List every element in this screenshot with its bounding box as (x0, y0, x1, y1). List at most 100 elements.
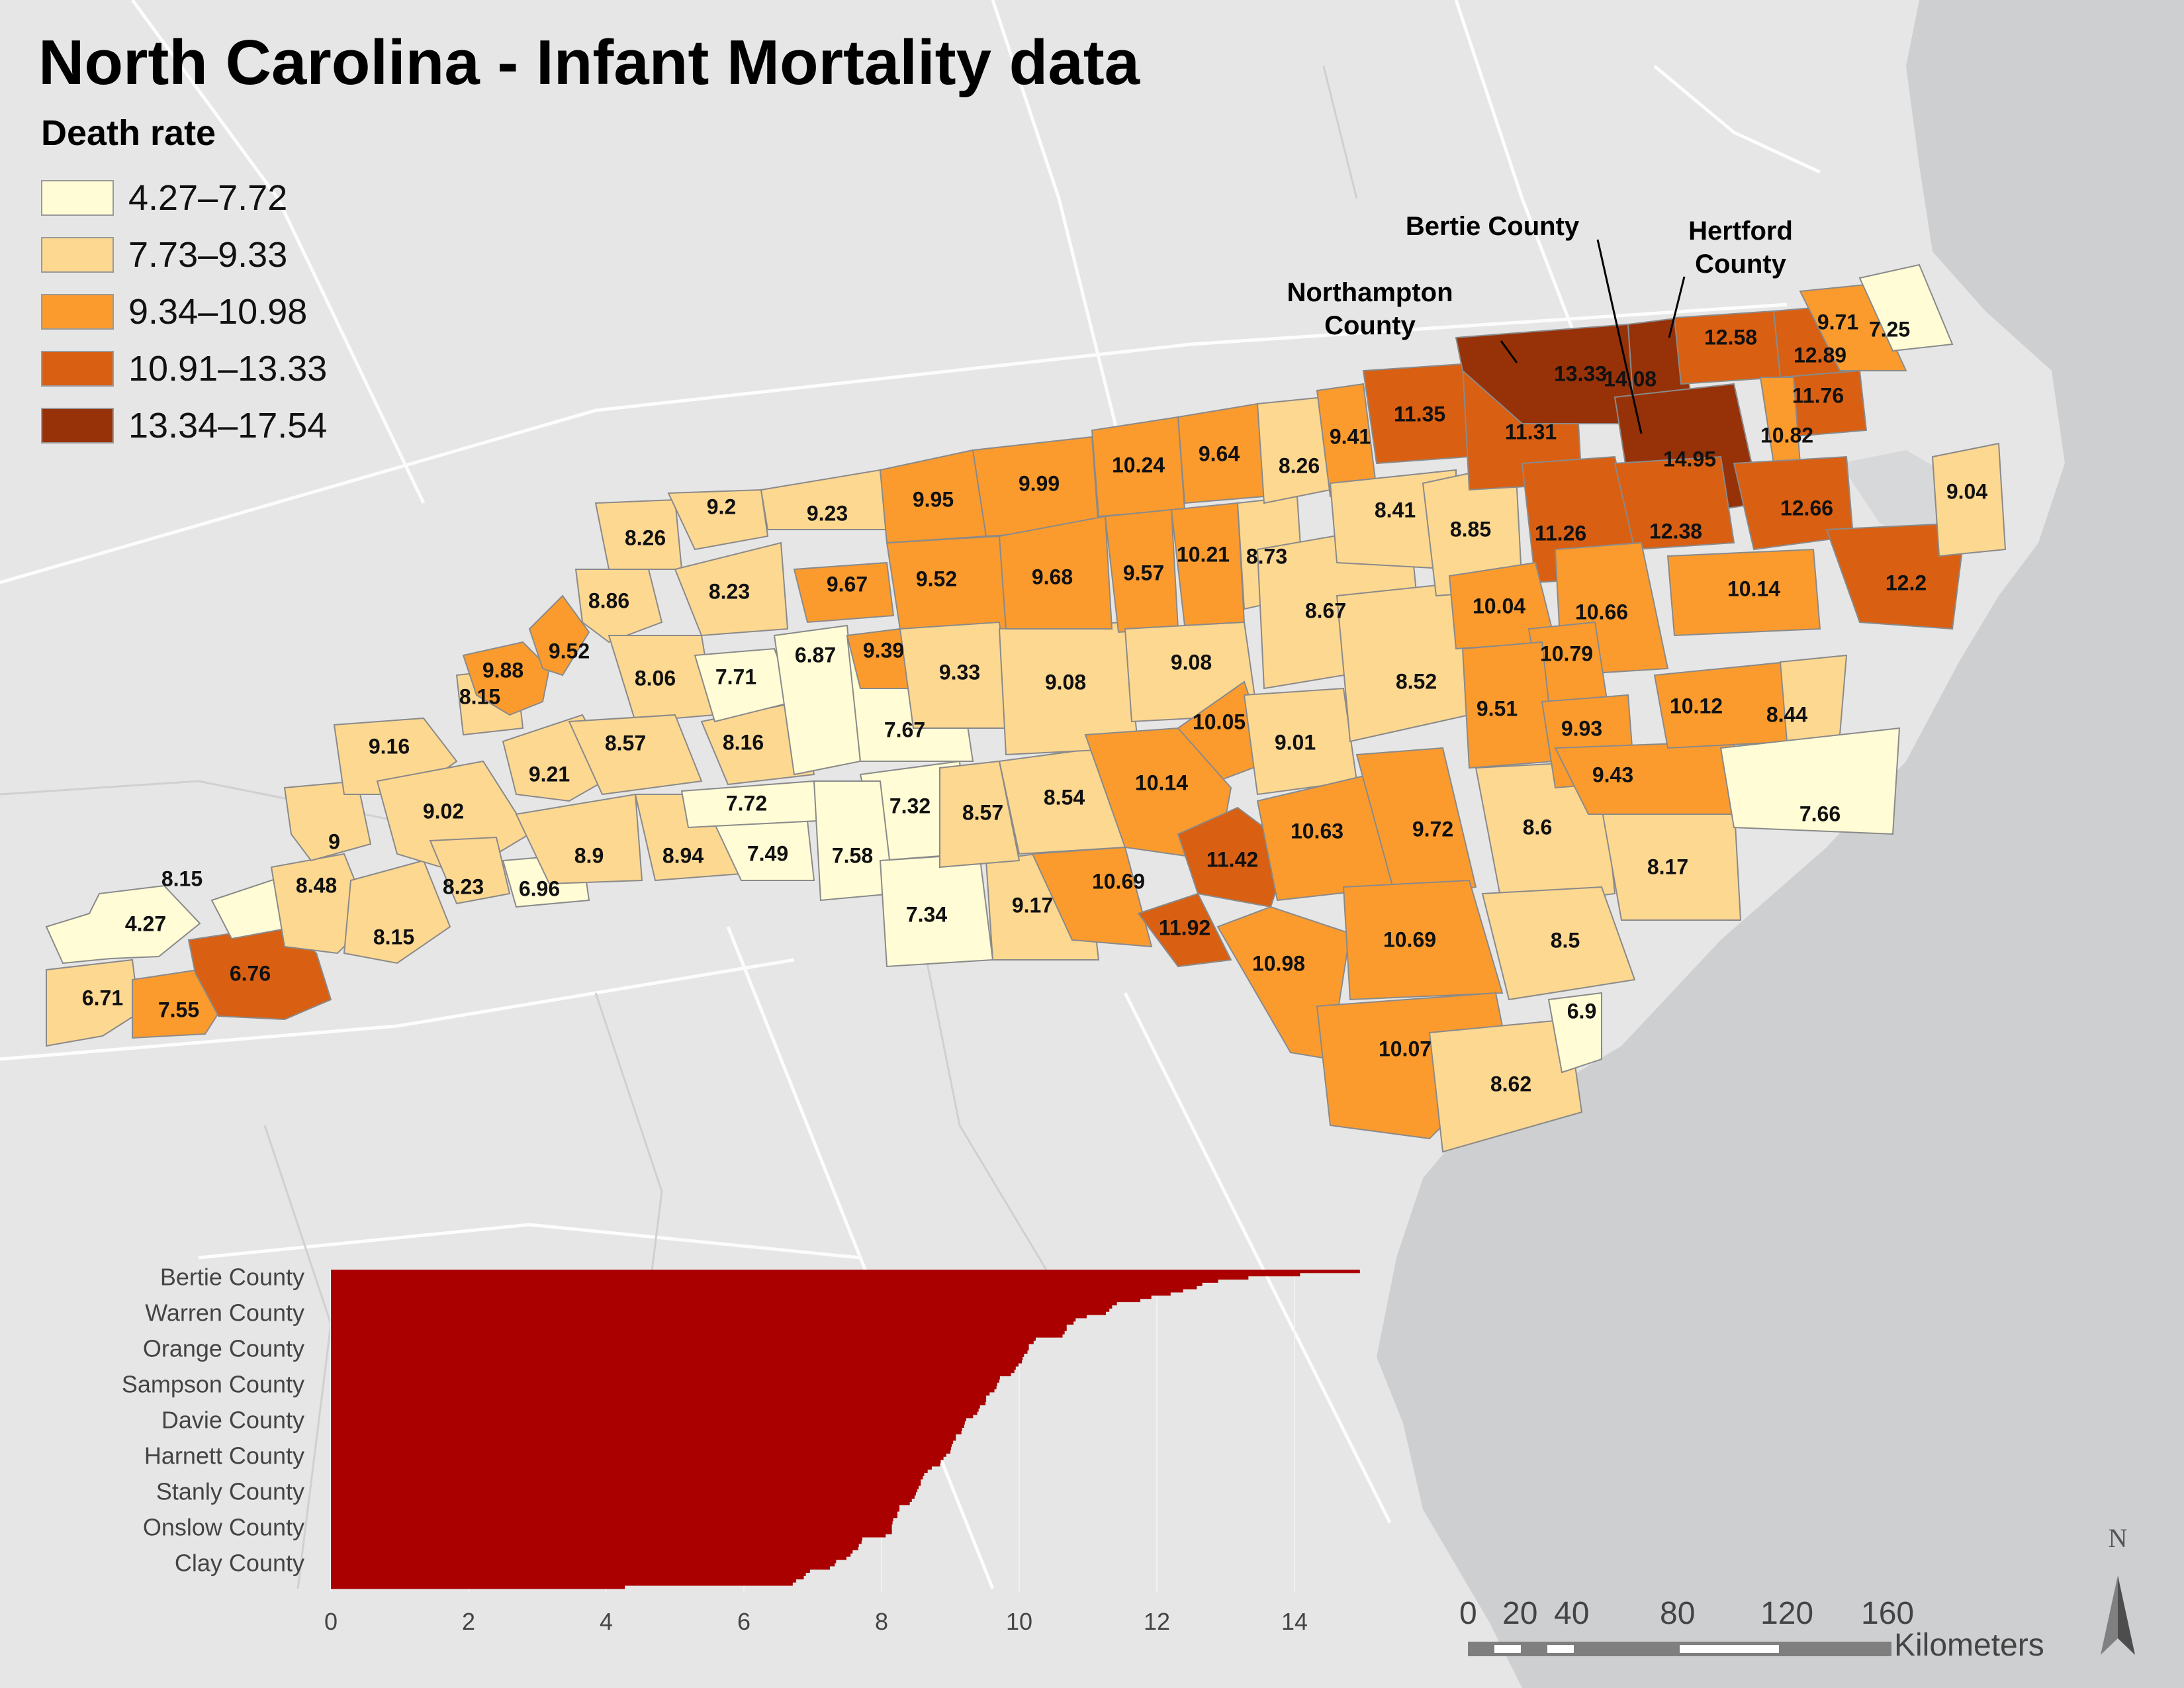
county-value-label: 9.08 (1045, 670, 1086, 694)
county-value-label: 9.52 (549, 639, 590, 663)
county-value-label: 11.31 (1505, 420, 1557, 444)
county-polygon (429, 836, 511, 905)
chart-category-label: Orange County (143, 1335, 304, 1362)
county-value-label: 8.73 (1246, 544, 1287, 568)
county-value-label: 9.51 (1477, 696, 1518, 720)
callout-labels: Bertie County Hertford County Northampton Co… (1287, 212, 1792, 340)
county-value-label: 9.43 (1592, 763, 1633, 786)
legend-item: 9.34–10.98 (41, 283, 327, 340)
county-value-label: 8.54 (1044, 785, 1085, 809)
county-value-label: 9.01 (1275, 730, 1316, 754)
scale-bar-unit: Kilometers (1894, 1628, 2044, 1663)
scale-tick-label: 0 (1459, 1596, 1477, 1631)
county-polygon (568, 714, 703, 796)
chart-bar (331, 1521, 893, 1525)
county-value-label: 12.38 (1649, 519, 1702, 543)
county-value-label: 7.25 (1869, 317, 1910, 341)
county-value-label: 9.67 (827, 572, 868, 596)
chart-bar (331, 1408, 979, 1412)
county-value-label: 11.76 (1792, 383, 1844, 407)
county-value-label: 7.67 (884, 718, 925, 741)
chart-x-tick-label: 14 (1281, 1608, 1308, 1635)
callout-label: Northampton (1287, 278, 1453, 307)
chart-bar (331, 1511, 897, 1515)
county-value-label: 6.87 (795, 643, 836, 667)
county-polygon (528, 594, 590, 677)
chart-bar (331, 1382, 997, 1386)
county-value-label: 10.04 (1473, 594, 1525, 618)
chart-bar (331, 1434, 956, 1438)
north-arrow-icon (2101, 1575, 2135, 1655)
chart-bar (331, 1389, 995, 1393)
chart-bar (331, 1515, 897, 1519)
chart-bar (331, 1395, 987, 1399)
chart-bar (331, 1353, 1024, 1357)
chart-bar (331, 1356, 1023, 1360)
chart-bar (331, 1456, 944, 1460)
county-polygon (1137, 892, 1232, 968)
county-polygon (1336, 581, 1471, 743)
county-value-label: 9.23 (807, 501, 848, 525)
county-value-label: 6.71 (82, 986, 123, 1009)
chart-category-label: Harnett County (144, 1442, 304, 1470)
chart-bar (331, 1424, 964, 1428)
chart-bar (331, 1366, 1016, 1370)
chart-x-tick-label: 8 (875, 1608, 888, 1635)
county-value-label: 8.67 (1305, 598, 1346, 622)
legend-swatch (41, 180, 114, 216)
county-polygon (1428, 1018, 1583, 1153)
chart-bar (331, 1376, 1000, 1380)
county-value-label: 10.24 (1112, 453, 1165, 477)
chart-bar (331, 1286, 1197, 1289)
chart-bar (331, 1334, 1063, 1338)
chart-bar (331, 1401, 986, 1405)
chart-bar (331, 1392, 990, 1396)
county-value-label: 9.2 (707, 494, 736, 518)
scale-bar (1468, 1642, 1891, 1656)
county-value-label: 8.62 (1490, 1072, 1531, 1096)
legend-label: 10.91–13.33 (128, 349, 328, 389)
county-value-label: 8.15 (459, 684, 500, 708)
county-value-label: 8.9 (574, 843, 604, 867)
chart-bar (331, 1276, 1249, 1280)
scale-bar-labels: 0 20 40 80 120 160 (1456, 1595, 1919, 1635)
county-value-label: 8.17 (1647, 855, 1688, 878)
county-value-label: 10.07 (1379, 1037, 1432, 1060)
chart-bar (331, 1292, 1171, 1296)
county-value-label: 10.14 (1727, 577, 1780, 600)
county-value-label: 7.66 (1799, 802, 1841, 825)
legend: Death rate 4.27–7.72 7.73–9.33 9.34–10.9… (41, 113, 327, 454)
county-polygon (132, 968, 226, 1039)
chart-bar (331, 1485, 919, 1489)
county-polygons (45, 263, 2007, 1153)
county-value-label: 10.98 (1252, 951, 1305, 975)
county-polygon (1719, 727, 1901, 835)
county-value-label: 10.14 (1135, 771, 1188, 794)
county-polygon (1547, 992, 1602, 1074)
county-value-label: 9.72 (1412, 817, 1453, 841)
county-value-label: 14.95 (1663, 447, 1716, 471)
county-value-label: 12.89 (1794, 343, 1846, 367)
chart-bar (331, 1582, 793, 1586)
chart-bar (331, 1415, 974, 1419)
chart-bar (331, 1421, 965, 1425)
county-polygon (667, 489, 769, 551)
chart-bar (331, 1463, 940, 1467)
chart-bar (331, 1560, 837, 1564)
chart-bar (331, 1491, 916, 1496)
county-value-label: 14.08 (1604, 367, 1657, 391)
county-value-label: 10.82 (1760, 423, 1813, 447)
chart-x-tick-label: 10 (1006, 1608, 1032, 1635)
chart-bar (331, 1482, 921, 1486)
chart-bar (331, 1476, 923, 1479)
chart-bar (331, 1556, 846, 1560)
chart-bar (331, 1327, 1067, 1331)
county-value-label: 9.04 (1946, 479, 1987, 503)
chart-bar (331, 1398, 987, 1403)
county-polygon (1355, 747, 1477, 902)
county-value-label: 8.86 (588, 588, 629, 612)
chart-bar (331, 1289, 1183, 1293)
county-value-label: 9.68 (1032, 565, 1073, 588)
chart-x-tick-label: 6 (737, 1608, 751, 1635)
county-value-label: 7.72 (726, 791, 767, 815)
